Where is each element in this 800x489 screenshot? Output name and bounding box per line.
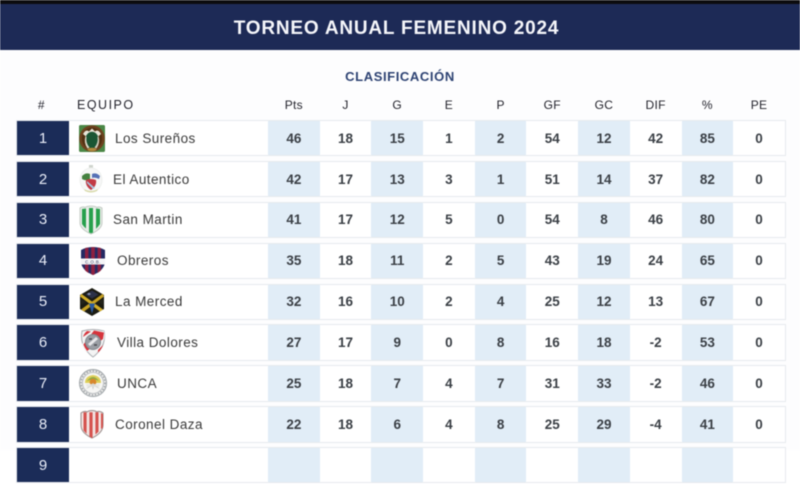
svg-text:C.O.B.: C.O.B. [85,259,101,264]
